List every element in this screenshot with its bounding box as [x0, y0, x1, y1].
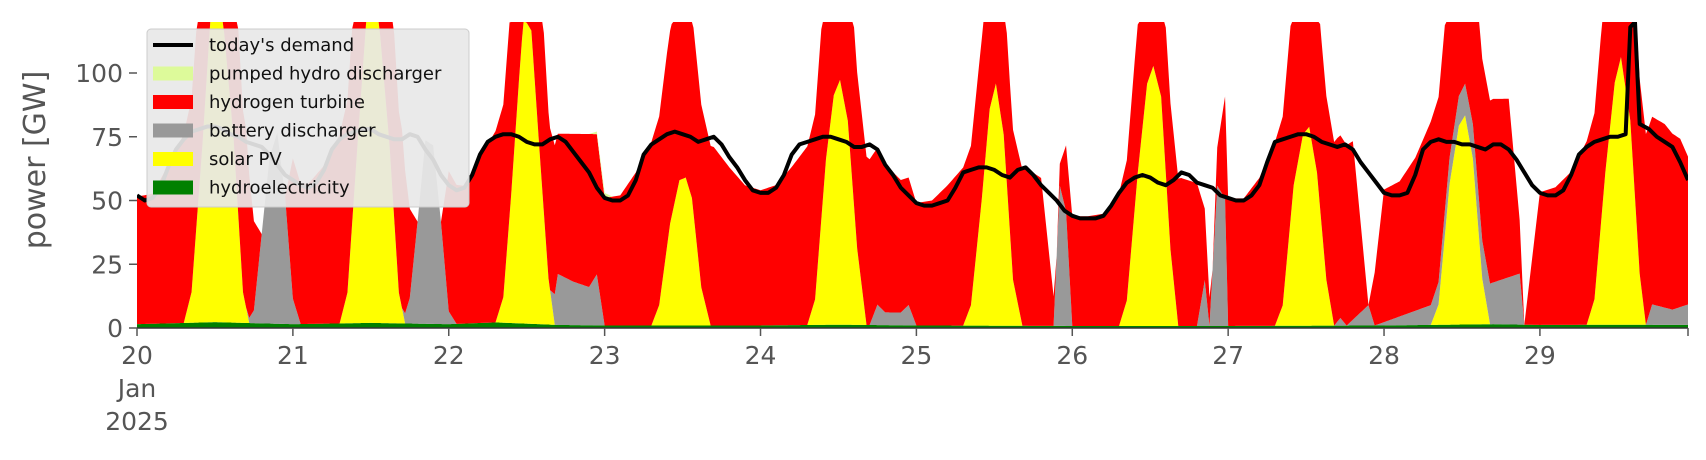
x-tick-label: 22: [433, 341, 465, 370]
x-tick-label: 2025: [105, 407, 169, 436]
area-solar-pv: [137, 22, 1688, 326]
legend-swatch: [153, 95, 193, 109]
legend-swatch: [153, 66, 193, 81]
y-axis-title: power [GW]: [18, 71, 53, 250]
legend-swatch: [153, 152, 193, 166]
area-hydroelectricity: [137, 322, 1688, 328]
legend-label: pumped hydro discharger: [209, 64, 442, 85]
plot-area: [137, 22, 1688, 328]
x-tick-label: 29: [1524, 341, 1556, 370]
y-tick-label: 100: [75, 59, 123, 88]
y-tick-label: 25: [91, 250, 123, 279]
x-tick-label: 27: [1212, 341, 1244, 370]
legend-background: [146, 28, 470, 208]
area-hydrogen-turbine: [137, 22, 1688, 326]
legend-label: battery discharger: [209, 121, 376, 142]
legend-swatch: [153, 180, 193, 195]
legend: today's demand pumped hydro discharger hyd…: [146, 28, 470, 208]
legend-swatch: [153, 123, 193, 138]
y-tick-label: 75: [91, 123, 123, 152]
y-tick-label: 50: [91, 187, 123, 216]
x-tick-label: 23: [589, 341, 621, 370]
legend-label: solar PV: [209, 149, 282, 170]
x-tick-label: 20: [121, 341, 153, 370]
legend-label: hydroelectricity: [209, 178, 350, 199]
legend-label: hydrogen turbine: [209, 92, 365, 113]
area-battery-discharger: [137, 22, 1688, 326]
axes: 0 25 50 75 100 20 Jan 2025 21 22 23 24 25 26 27 28 29: [75, 59, 1689, 436]
x-tick-label: 26: [1056, 341, 1088, 370]
y-tick-label: 0: [107, 314, 123, 343]
x-tick-label: 25: [900, 341, 932, 370]
x-tick-label: 21: [277, 341, 309, 370]
x-tick-label: 24: [745, 341, 777, 370]
x-tick-label: Jan: [116, 374, 157, 403]
x-tick-label: 28: [1368, 341, 1400, 370]
legend-label: today's demand: [209, 35, 354, 56]
